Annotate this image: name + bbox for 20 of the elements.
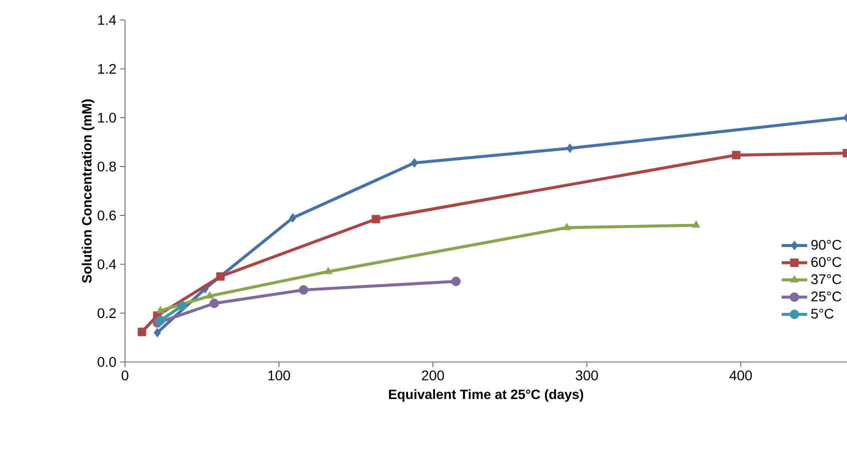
x-tick-label: 300 [576,370,598,380]
y-tick-label: 1.4 [98,15,116,25]
legend-label: 25°C [811,292,842,302]
x-tick-label: 0 [122,370,128,380]
legend-label: 5°C [811,308,834,319]
x-tick-label: 200 [422,370,444,380]
x-tick-label: 100 [268,370,290,380]
x-tick-label: 400 [729,370,752,380]
y-tick-label: 0.8 [98,162,116,172]
legend-label: 90°C [811,240,842,250]
legend-label: 60°C [811,257,842,267]
y-axis-title: Solution Concentration (mM) [82,99,94,283]
legend-label: 37°C [811,274,842,284]
y-tick-label: 0.0 [98,357,116,367]
y-tick-label: 0.4 [98,259,116,270]
y-tick-label: 0.2 [98,308,116,318]
y-tick-label: 1.0 [98,112,116,123]
x-axis-title: Equivalent Time at 25°C (days) [389,389,584,402]
y-tick-label: 1.2 [98,64,116,74]
y-tick-label: 0.6 [98,210,116,220]
